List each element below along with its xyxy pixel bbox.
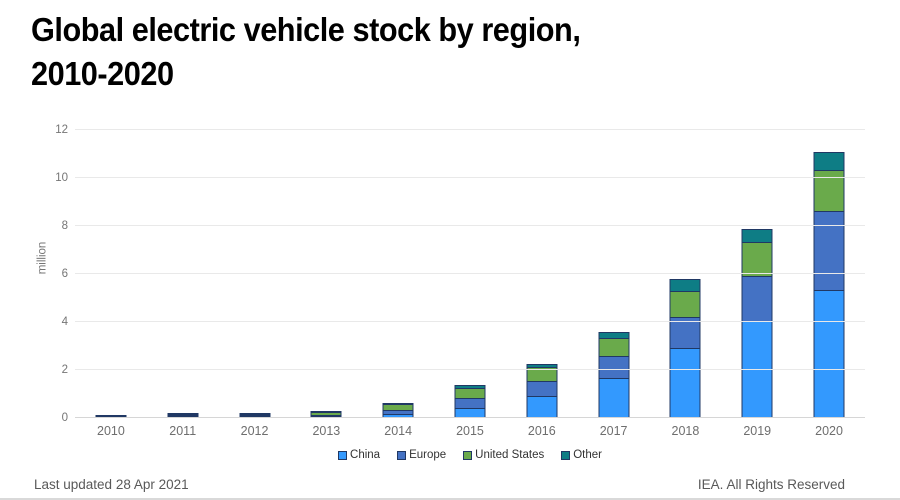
legend-label: China [350, 449, 381, 461]
bar-segment-united-states-2018 [669, 291, 701, 318]
chart-title: Global electric vehicle stock by region,… [31, 8, 581, 96]
bar-column-2017 [578, 130, 650, 418]
y-axis-title: million [36, 241, 49, 275]
bar-columns [75, 130, 865, 418]
gridline-y-6 [75, 273, 865, 274]
bar-segment-europe-2016 [526, 381, 558, 397]
x-tick-2016: 2016 [527, 424, 556, 438]
bar-column-2015 [434, 130, 506, 418]
stacked-bar-2020 [813, 152, 845, 418]
x-tick-2013: 2013 [312, 424, 341, 438]
y-tick-2: 2 [61, 364, 68, 376]
y-tick-10: 10 [55, 172, 68, 184]
bar-segment-other-2019 [741, 229, 773, 243]
legend-item-other[interactable]: Other [561, 449, 602, 461]
bar-segment-europe-2019 [741, 276, 773, 322]
y-axis-tick-labels: 0 2 4 6 8 10 12 [30, 124, 68, 424]
x-tick-2010: 2010 [97, 424, 125, 438]
legend-swatch-icon [338, 450, 348, 460]
bar-segment-other-2020 [813, 152, 845, 171]
footer-bar: Last updated 28 Apr 2021 IEA. All Rights… [0, 473, 900, 500]
x-tick-2017: 2017 [599, 424, 628, 438]
bar-column-2010 [75, 130, 147, 418]
y-tick-12: 12 [55, 124, 68, 136]
legend-item-china[interactable]: China [338, 449, 380, 461]
gridline-y-10 [75, 177, 865, 178]
last-updated-text: Last updated 28 Apr 2021 [34, 477, 189, 492]
legend-swatch-icon [397, 450, 407, 460]
stacked-bar-2017 [598, 332, 630, 418]
bar-column-2014 [362, 130, 434, 418]
bar-segment-china-2016 [526, 396, 558, 418]
x-tick-2015: 2015 [456, 424, 484, 438]
x-tick-2018: 2018 [671, 424, 700, 438]
bar-column-2018 [650, 130, 722, 418]
x-axis-tick-labels: 2010 2011 2012 2013 2014 2015 2016 2017 2018 2019… [75, 424, 865, 438]
stacked-bar-2016 [526, 364, 558, 418]
x-tick-2020: 2020 [815, 424, 843, 438]
bar-segment-china-2017 [598, 378, 630, 418]
gridline-y-0 [75, 417, 865, 418]
gridline-y-4 [75, 321, 865, 322]
bar-segment-united-states-2019 [741, 242, 773, 277]
bar-column-2011 [147, 130, 219, 418]
legend-swatch-icon [463, 450, 473, 460]
chart-title-line1: Global electric vehicle stock by region, [31, 11, 581, 48]
chart-title-line2: 2010-2020 [31, 55, 174, 92]
legend-label: United States [475, 449, 545, 461]
bar-column-2020 [793, 130, 865, 418]
stacked-bar-2019 [741, 229, 773, 418]
bar-segment-europe-2020 [813, 211, 845, 291]
bar-column-2013 [290, 130, 362, 418]
y-tick-4: 4 [61, 316, 68, 328]
chart-legend: China Europe United States Other [75, 449, 865, 461]
bar-segment-europe-2018 [669, 317, 701, 349]
bar-segment-united-states-2017 [598, 338, 630, 357]
stacked-bar-2015 [454, 385, 486, 418]
x-tick-2014: 2014 [384, 424, 413, 438]
gridline-y-8 [75, 225, 865, 226]
plot-area [75, 129, 865, 418]
bar-segment-china-2020 [813, 290, 845, 418]
bar-segment-europe-2017 [598, 356, 630, 379]
y-tick-6: 6 [61, 268, 68, 280]
bar-column-2012 [219, 130, 291, 418]
stacked-bar-2014 [382, 403, 414, 418]
x-tick-2011: 2011 [169, 424, 197, 438]
y-tick-8: 8 [61, 220, 68, 232]
legend-item-united-states[interactable]: United States [463, 449, 544, 461]
stacked-bar-2018 [669, 279, 701, 418]
legend-label: Other [573, 449, 602, 461]
legend-swatch-icon [561, 450, 571, 460]
bar-column-2019 [721, 130, 793, 418]
legend-label: Europe [409, 449, 447, 461]
copyright-text: IEA. All Rights Reserved [697, 477, 845, 492]
gridline-y-12 [75, 129, 865, 130]
x-tick-2019: 2019 [743, 424, 772, 438]
legend-item-europe[interactable]: Europe [397, 449, 446, 461]
bar-column-2016 [506, 130, 578, 418]
gridline-y-2 [75, 369, 865, 370]
bar-segment-china-2018 [669, 348, 701, 418]
y-tick-0: 0 [61, 412, 68, 424]
x-tick-2012: 2012 [240, 424, 269, 438]
